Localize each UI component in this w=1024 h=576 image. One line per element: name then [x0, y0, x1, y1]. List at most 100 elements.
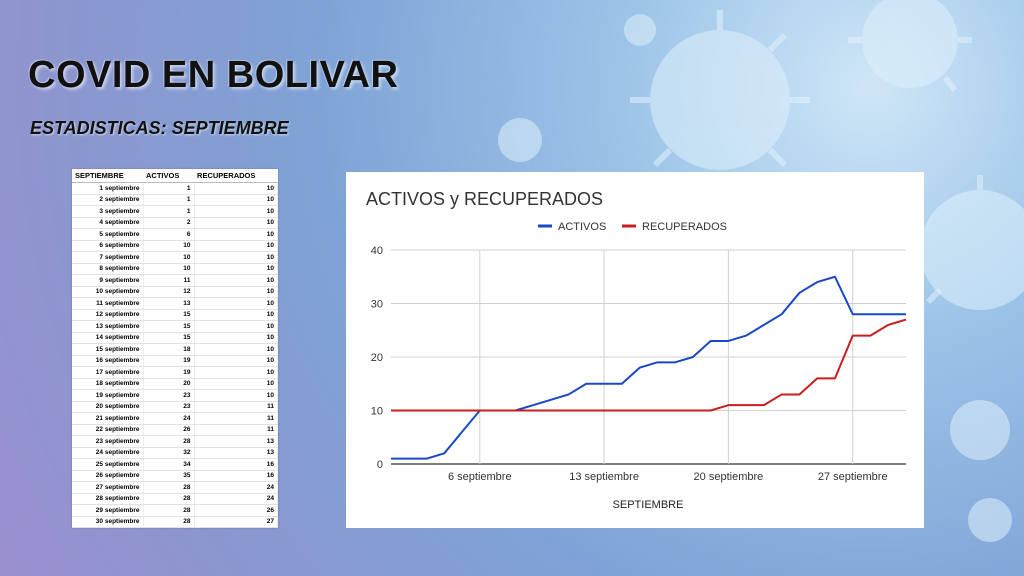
table-row: 2 septiembre 1 10	[72, 194, 279, 206]
cell-activos: 24	[143, 412, 195, 425]
cell-date: 28 septiembre	[72, 493, 144, 505]
cell-activos: 28	[143, 516, 195, 528]
table-row: 16 septiembre 19 10	[72, 355, 279, 367]
table-row: 4 septiembre 2 10	[72, 217, 279, 229]
cell-date: 7 septiembre	[72, 251, 144, 264]
header-septiembre: SEPTIEMBRE	[72, 169, 144, 183]
cell-recuperados: 10	[194, 332, 279, 344]
table-row: 1 septiembre 1 10	[72, 182, 279, 195]
cell-date: 19 septiembre	[72, 389, 144, 402]
table-row: 25 septiembre 34 16	[72, 458, 279, 471]
y-tick-label: 40	[371, 245, 383, 257]
line-chart: ACTIVOS y RECUPERADOS ACTIVOS RECUPERADOS…	[366, 189, 907, 511]
cell-date: 18 septiembre	[72, 378, 144, 390]
cell-date: 5 septiembre	[72, 228, 144, 241]
cell-recuperados: 24	[194, 481, 279, 494]
table-row: 17 septiembre 19 10	[72, 366, 279, 379]
y-tick-label: 10	[371, 406, 383, 418]
x-axis-ticks: 6 septiembre 13 septiembre 20 septiembre 27…	[448, 471, 888, 483]
cell-date: 8 septiembre	[72, 263, 144, 275]
cell-recuperados: 10	[194, 217, 279, 229]
cell-activos: 18	[143, 343, 195, 356]
cell-activos: 26	[143, 424, 195, 436]
y-axis-ticks: 0 10 20 30 40	[371, 245, 383, 471]
cell-recuperados: 10	[194, 320, 279, 333]
cell-recuperados: 11	[194, 412, 279, 425]
chart-title: ACTIVOS y RECUPERADOS	[366, 189, 603, 209]
x-tick-label: 6 septiembre	[448, 471, 512, 483]
cell-activos: 28	[143, 481, 195, 494]
header-activos: ACTIVOS	[143, 169, 195, 183]
table-row: 7 septiembre 10 10	[72, 251, 279, 264]
cell-date: 20 septiembre	[72, 401, 144, 413]
cell-recuperados: 10	[194, 286, 279, 298]
cell-recuperados: 10	[194, 355, 279, 367]
cell-activos: 2	[143, 217, 195, 229]
table-row: 12 septiembre 15 10	[72, 309, 279, 321]
table-row: 21 septiembre 24 11	[72, 412, 279, 425]
cell-activos: 10	[143, 240, 195, 252]
cell-activos: 15	[143, 320, 195, 333]
table-row: 29 septiembre 28 26	[72, 504, 279, 517]
cell-activos: 1	[143, 194, 195, 206]
cell-date: 11 septiembre	[72, 297, 144, 310]
cell-recuperados: 10	[194, 297, 279, 310]
cell-recuperados: 10	[194, 228, 279, 241]
cell-date: 25 septiembre	[72, 458, 144, 471]
cell-activos: 13	[143, 297, 195, 310]
y-tick-label: 0	[377, 459, 383, 471]
cell-activos: 28	[143, 493, 195, 505]
cell-recuperados: 10	[194, 263, 279, 275]
cell-date: 13 septiembre	[72, 320, 144, 333]
cell-activos: 15	[143, 309, 195, 321]
cell-activos: 19	[143, 355, 195, 367]
table-row: 22 septiembre 26 11	[72, 424, 279, 436]
cell-recuperados: 10	[194, 309, 279, 321]
y-tick-label: 20	[371, 352, 383, 364]
cell-activos: 32	[143, 447, 195, 459]
data-table-panel: SEPTIEMBRE ACTIVOS RECUPERADOS 1 septiem…	[72, 169, 279, 528]
cell-date: 30 septiembre	[72, 516, 144, 528]
series-line-activos	[391, 275, 906, 460]
cell-date: 17 septiembre	[72, 366, 144, 379]
cell-activos: 11	[143, 274, 195, 287]
cell-date: 27 septiembre	[72, 481, 144, 494]
cell-recuperados: 16	[194, 458, 279, 471]
cell-activos: 15	[143, 332, 195, 344]
slide-subtitle: ESTADISTICAS: SEPTIEMBRE	[30, 118, 289, 138]
cell-date: 23 septiembre	[72, 435, 144, 448]
x-axis-label: SEPTIEMBRE	[613, 499, 684, 511]
table-row: 20 septiembre 23 11	[72, 401, 279, 413]
cell-date: 15 septiembre	[72, 343, 144, 356]
cell-activos: 23	[143, 401, 195, 413]
chart-grid	[391, 249, 906, 465]
table-row: 27 septiembre 28 24	[72, 481, 279, 494]
cell-recuperados: 26	[194, 504, 279, 517]
cell-date: 10 septiembre	[72, 286, 144, 298]
cell-activos: 35	[143, 470, 195, 482]
table-row: 5 septiembre 6 10	[72, 228, 279, 241]
series-line-recuperados	[391, 318, 907, 412]
header-recuperados: RECUPERADOS	[194, 169, 278, 183]
cell-date: 12 septiembre	[72, 309, 144, 321]
cell-recuperados: 10	[194, 343, 279, 356]
table-row: 23 septiembre 28 13	[72, 435, 279, 448]
cell-recuperados: 13	[194, 435, 279, 448]
cell-date: 22 septiembre	[72, 424, 144, 436]
cell-activos: 34	[143, 458, 195, 471]
table-row: 18 septiembre 20 10	[72, 378, 279, 390]
cell-activos: 1	[143, 182, 195, 195]
table-row: 26 septiembre 35 16	[72, 470, 279, 482]
table-row: 3 septiembre 1 10	[72, 205, 279, 218]
cell-date: 2 septiembre	[72, 194, 144, 206]
cell-activos: 10	[143, 263, 195, 275]
chart-series	[391, 275, 907, 460]
table-row: 9 septiembre 11 10	[72, 274, 279, 287]
cell-activos: 28	[143, 435, 195, 448]
table-row: 14 septiembre 15 10	[72, 332, 279, 344]
cell-date: 6 septiembre	[72, 240, 144, 252]
chart-legend: ACTIVOS RECUPERADOS	[538, 221, 727, 233]
cell-activos: 20	[143, 378, 195, 390]
table-header-row: SEPTIEMBRE ACTIVOS RECUPERADOS	[72, 169, 278, 183]
